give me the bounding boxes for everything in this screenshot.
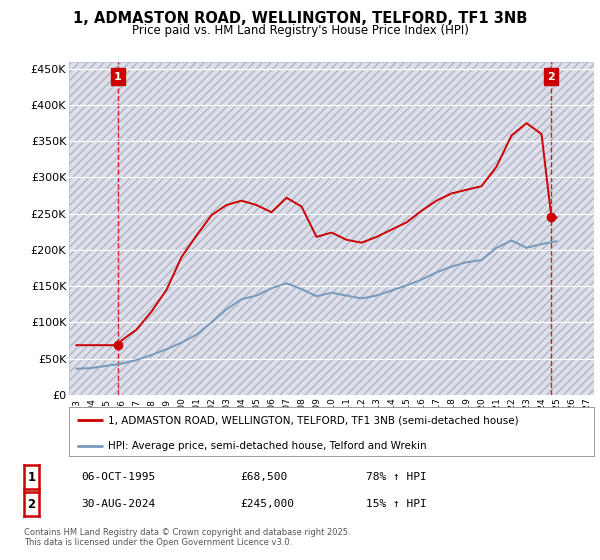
Text: 15% ↑ HPI: 15% ↑ HPI: [366, 499, 427, 509]
Text: £245,000: £245,000: [240, 499, 294, 509]
Text: 1: 1: [114, 72, 122, 82]
Text: 06-OCT-1995: 06-OCT-1995: [81, 472, 155, 482]
Text: HPI: Average price, semi-detached house, Telford and Wrekin: HPI: Average price, semi-detached house,…: [109, 441, 427, 451]
Text: Price paid vs. HM Land Registry's House Price Index (HPI): Price paid vs. HM Land Registry's House …: [131, 24, 469, 36]
Text: Contains HM Land Registry data © Crown copyright and database right 2025.
This d: Contains HM Land Registry data © Crown c…: [24, 528, 350, 547]
Text: 1, ADMASTON ROAD, WELLINGTON, TELFORD, TF1 3NB (semi-detached house): 1, ADMASTON ROAD, WELLINGTON, TELFORD, T…: [109, 416, 519, 426]
Text: 2: 2: [28, 497, 35, 511]
Text: 1: 1: [28, 470, 35, 484]
Text: 1, ADMASTON ROAD, WELLINGTON, TELFORD, TF1 3NB: 1, ADMASTON ROAD, WELLINGTON, TELFORD, T…: [73, 11, 527, 26]
Text: 30-AUG-2024: 30-AUG-2024: [81, 499, 155, 509]
Text: £68,500: £68,500: [240, 472, 287, 482]
Text: 78% ↑ HPI: 78% ↑ HPI: [366, 472, 427, 482]
Text: 2: 2: [548, 72, 555, 82]
